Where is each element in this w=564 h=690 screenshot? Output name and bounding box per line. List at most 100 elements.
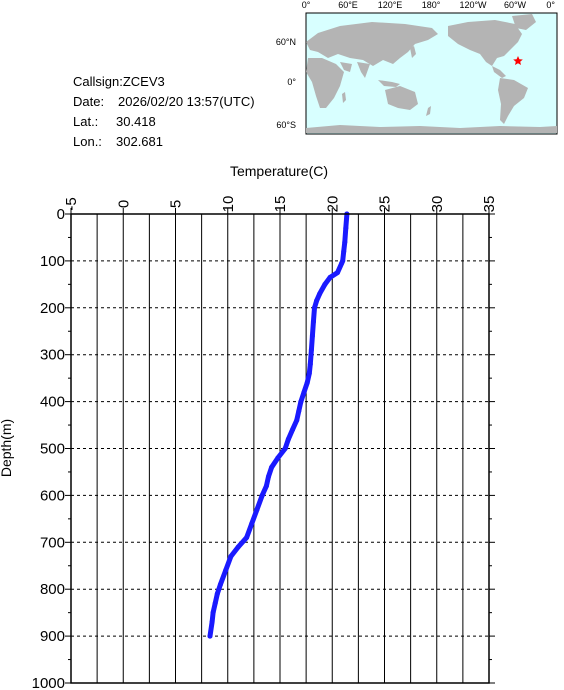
greenland-land bbox=[512, 14, 536, 30]
lon-value: 302.681 bbox=[116, 134, 163, 149]
profile-point bbox=[343, 225, 349, 231]
profile-point bbox=[209, 619, 215, 625]
profile-point bbox=[301, 389, 307, 395]
profile-point bbox=[314, 298, 320, 304]
profile-point bbox=[311, 305, 317, 311]
y-tick-label: 700 bbox=[40, 534, 65, 551]
profile-point bbox=[309, 333, 315, 339]
profile-point bbox=[342, 239, 348, 245]
map-lon-label: 120°W bbox=[459, 0, 487, 10]
x-tick-label: 25 bbox=[377, 196, 394, 213]
temperature-profile-points bbox=[207, 211, 350, 639]
map-lon-labels: 0° 60°E 120°E 180° 120°W 60°W 0° bbox=[302, 0, 556, 10]
antarctica-land bbox=[306, 125, 557, 133]
profile-point bbox=[306, 370, 312, 376]
arabia-land bbox=[340, 62, 352, 72]
profile-point bbox=[334, 270, 340, 276]
profile-point bbox=[275, 455, 281, 461]
y-tick-label: 400 bbox=[40, 394, 65, 411]
profile-point bbox=[282, 446, 288, 451]
newzealand-land bbox=[426, 106, 431, 116]
profile-point bbox=[298, 399, 304, 405]
north-america-land bbox=[448, 20, 522, 66]
japan-land bbox=[410, 46, 416, 58]
y-tick-label: 900 bbox=[40, 628, 65, 645]
map-lat-label: 60°S bbox=[276, 120, 296, 130]
profile-chart: Temperature(C) Depth(m) -5 0 5 10 15 20 25 30 35… bbox=[0, 163, 498, 690]
profile-point bbox=[228, 553, 234, 559]
plot-frame bbox=[70, 213, 490, 684]
y-tick-label: 500 bbox=[40, 441, 65, 458]
profile-point bbox=[307, 361, 313, 367]
profile-point bbox=[304, 380, 310, 386]
x-tick-labels: -5 0 5 10 15 20 25 30 35 bbox=[63, 196, 498, 213]
x-axis-title: Temperature(C) bbox=[230, 163, 328, 179]
profile-point bbox=[266, 474, 272, 480]
chart-grid bbox=[70, 213, 490, 684]
profile-point bbox=[285, 436, 291, 442]
y-tick-label: 800 bbox=[40, 581, 65, 598]
x-tick-label: 10 bbox=[220, 196, 237, 213]
profile-point bbox=[290, 427, 296, 433]
madagascar-land bbox=[342, 92, 346, 103]
callsign-text: Callsign:ZCEV3 bbox=[73, 74, 165, 89]
map-lat-label: 60°N bbox=[276, 37, 296, 47]
south-america-land bbox=[498, 78, 528, 124]
x-tick-label: 35 bbox=[481, 196, 498, 213]
profile-point bbox=[254, 506, 260, 512]
y-tick-label: 300 bbox=[40, 347, 65, 364]
profile-point bbox=[327, 274, 333, 280]
eurasia-land bbox=[306, 22, 438, 66]
profile-point bbox=[259, 492, 265, 498]
y-tick-label: 0 bbox=[57, 206, 65, 223]
central-america-land bbox=[492, 66, 506, 78]
map-landmasses bbox=[306, 14, 557, 133]
lat-value: 30.418 bbox=[116, 114, 156, 129]
date-value: 2026/02/20 13:57(UTC) bbox=[118, 94, 255, 109]
profile-point bbox=[214, 591, 220, 597]
profile-point bbox=[269, 464, 275, 470]
y-tick-label: 100 bbox=[40, 253, 65, 270]
africa-land bbox=[306, 58, 344, 108]
profile-point bbox=[310, 319, 316, 325]
star-icon bbox=[513, 56, 523, 65]
profile-point bbox=[263, 483, 269, 489]
map-lon-label: 0° bbox=[302, 0, 311, 10]
map-lon-label: 60°E bbox=[338, 0, 358, 10]
y-tick-labels: 0 100 200 300 400 500 600 700 800 900 1000 bbox=[32, 206, 65, 690]
australia-land bbox=[385, 86, 418, 110]
profile-point bbox=[207, 633, 213, 639]
profile-point bbox=[317, 291, 323, 297]
profile-point bbox=[322, 281, 328, 287]
date-label: Date: bbox=[73, 94, 104, 109]
x-tick-label: 20 bbox=[324, 196, 341, 213]
y-tick-label: 200 bbox=[40, 300, 65, 317]
map-lon-label: 60°W bbox=[504, 0, 527, 10]
profile-point bbox=[212, 600, 218, 606]
profile-point bbox=[294, 417, 300, 423]
profile-point bbox=[339, 260, 345, 266]
location-map: 0° 60°E 120°E 180° 120°W 60°W 0° 60°N 0°… bbox=[276, 0, 558, 135]
profile-point bbox=[244, 535, 250, 541]
india-land bbox=[357, 62, 370, 78]
x-tick-label: 5 bbox=[168, 200, 185, 208]
profile-point bbox=[341, 249, 347, 255]
profile-point bbox=[223, 567, 229, 573]
map-lat-label: 0° bbox=[287, 77, 296, 87]
x-tick-label: 0 bbox=[115, 200, 132, 208]
profile-point bbox=[308, 347, 314, 353]
map-lon-label: 0° bbox=[546, 0, 555, 10]
map-lon-label: 180° bbox=[422, 0, 441, 10]
profile-point bbox=[235, 544, 241, 550]
x-tick-label: -5 bbox=[63, 197, 80, 210]
station-info: Callsign:ZCEV3 Date: 2026/02/20 13:57(UT… bbox=[73, 74, 255, 149]
x-tick-label: 15 bbox=[272, 196, 289, 213]
lat-label: Lat.: bbox=[73, 114, 98, 129]
profile-point bbox=[217, 582, 223, 588]
temperature-profile-line bbox=[207, 211, 350, 639]
lon-label: Lon.: bbox=[73, 134, 102, 149]
profile-point bbox=[210, 610, 216, 616]
profile-point bbox=[249, 521, 255, 527]
indonesia-land bbox=[378, 80, 400, 87]
